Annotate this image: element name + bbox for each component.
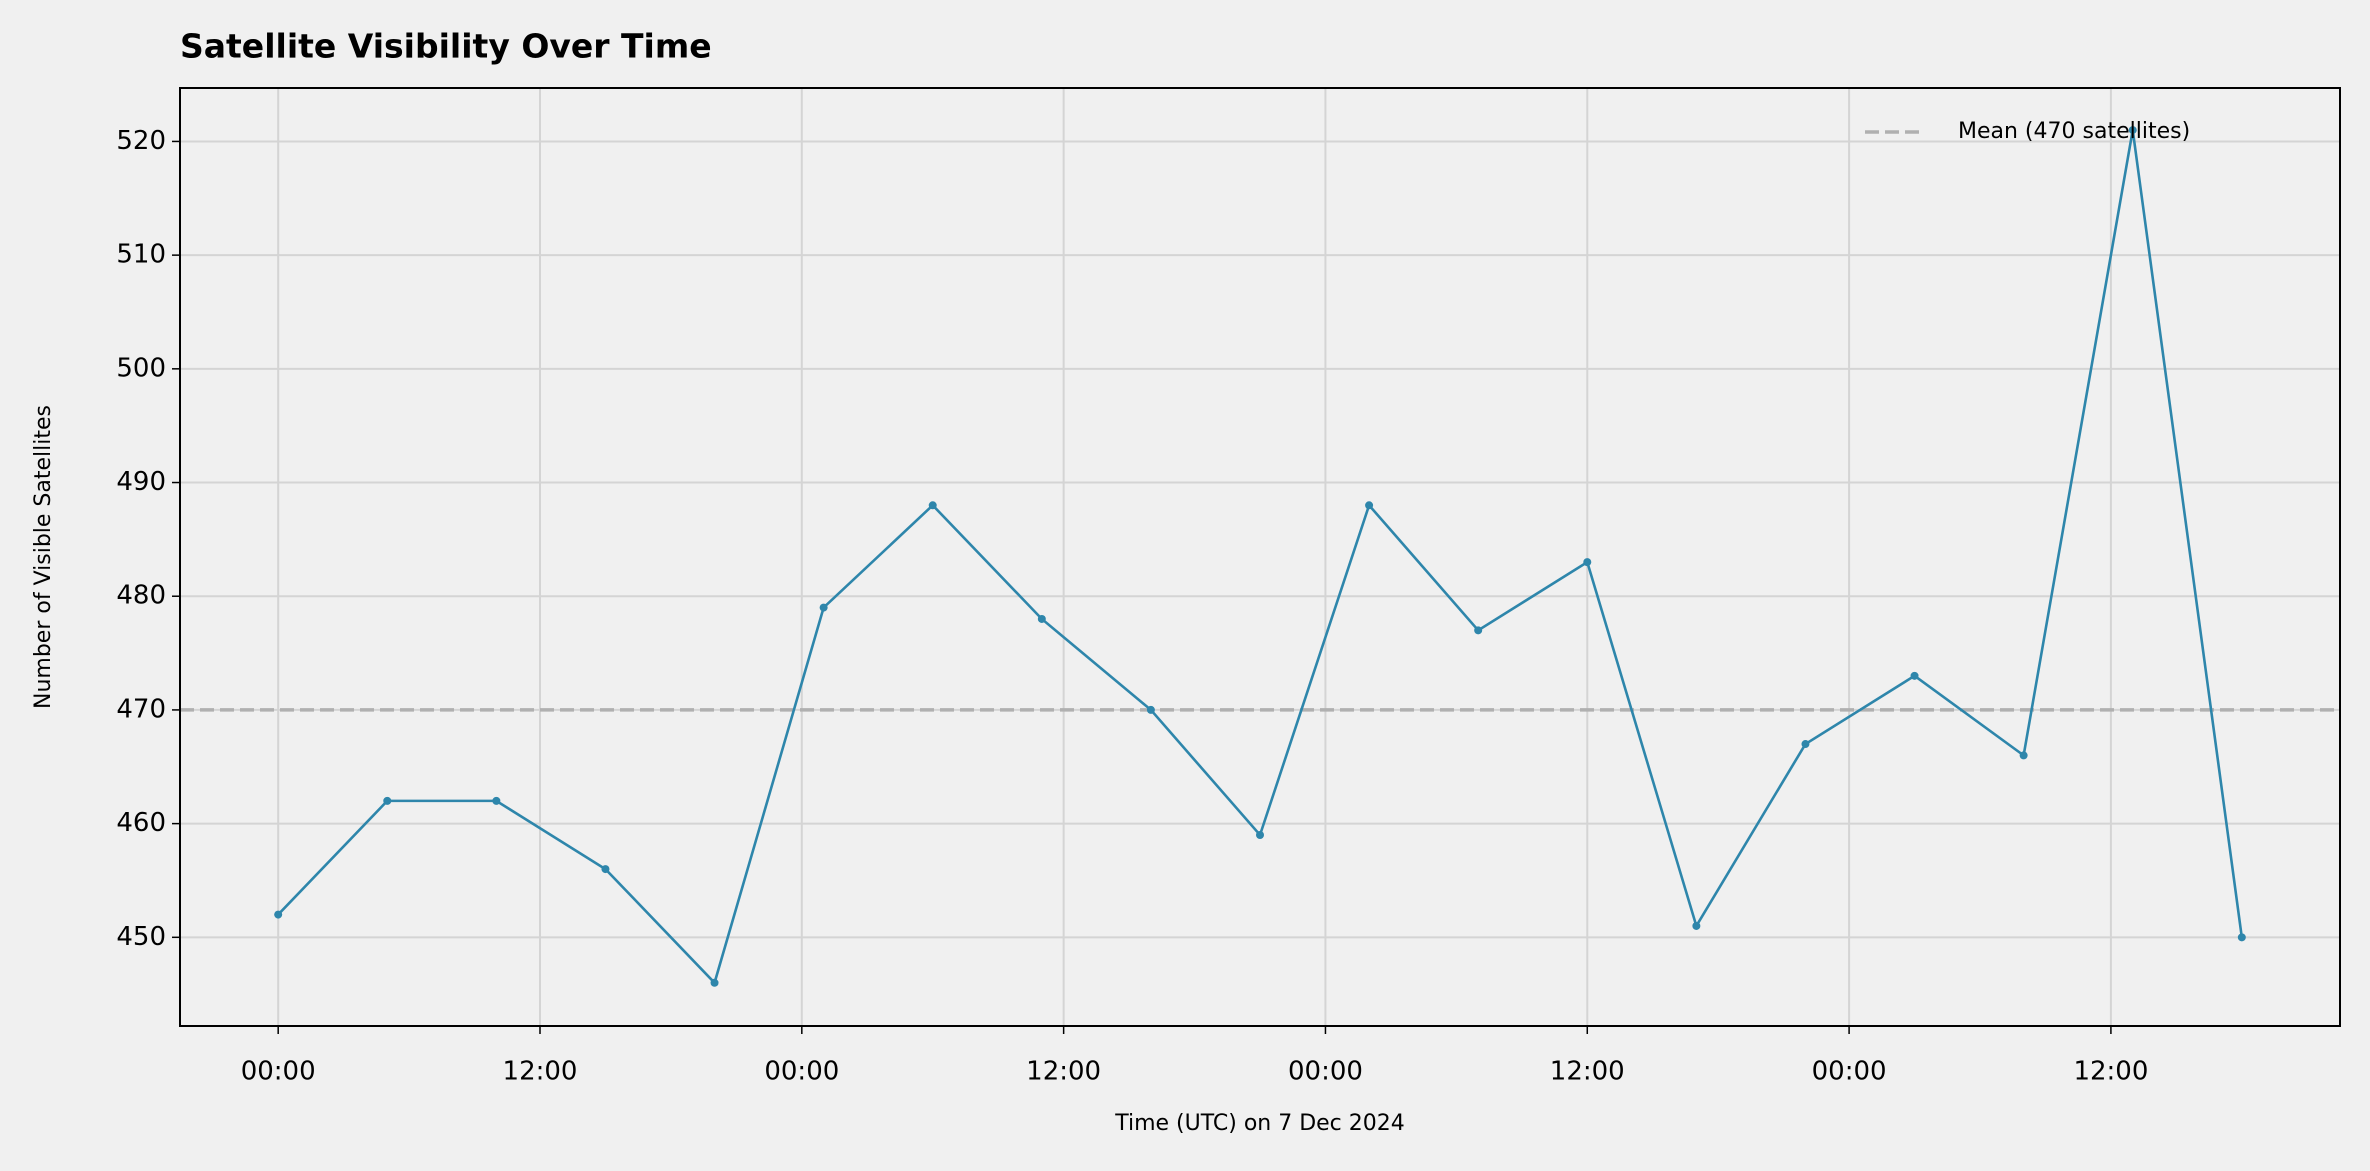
data-line — [277, 129, 2244, 986]
y-tick-label: 470 — [116, 694, 166, 724]
x-tick-label: 12:00 — [1550, 1057, 1625, 1087]
legend-label: Mean (470 satellites) — [1958, 119, 2190, 144]
y-tick-label: 450 — [116, 922, 166, 952]
x-tick-label: 12:00 — [2073, 1057, 2148, 1087]
data-point — [1801, 740, 1810, 749]
x-tick-label: 00:00 — [1812, 1057, 1887, 1087]
y-tick-label: 490 — [116, 467, 166, 497]
x-tick-label: 12:00 — [1026, 1057, 1101, 1087]
data-point — [492, 796, 501, 805]
data-point — [2128, 126, 2137, 135]
chart-title: Satellite Visibility Over Time — [180, 27, 712, 66]
data-point — [383, 796, 392, 805]
y-axis-label: Number of Visible Satellites — [31, 405, 56, 709]
data-point — [2237, 933, 2246, 942]
data-point — [1583, 558, 1592, 567]
x-tick-label: 12:00 — [503, 1057, 578, 1087]
data-point — [1365, 501, 1374, 510]
data-point — [2019, 751, 2028, 760]
data-point — [710, 978, 719, 987]
data-point — [274, 910, 283, 919]
y-tick-label: 510 — [116, 240, 166, 270]
plot-frame — [179, 87, 2341, 1027]
data-point — [1037, 614, 1046, 623]
x-tick-label: 00:00 — [241, 1057, 316, 1087]
data-point — [1692, 921, 1701, 930]
data-point — [1256, 830, 1264, 839]
x-tick-label: 00:00 — [1288, 1057, 1363, 1087]
data-point — [1474, 626, 1483, 635]
y-tick-label: 480 — [116, 581, 166, 611]
x-axis-label: Time (UTC) on 7 Dec 2024 — [1114, 1111, 1405, 1136]
data-point — [928, 501, 937, 510]
data-point — [1146, 705, 1155, 714]
data-point — [601, 865, 610, 874]
x-tick-label: 00:00 — [764, 1057, 839, 1087]
data-point — [819, 603, 828, 612]
data-point — [1910, 671, 1919, 680]
y-tick-label: 500 — [116, 353, 166, 383]
y-tick-label: 520 — [116, 126, 166, 156]
y-tick-label: 460 — [116, 808, 166, 838]
